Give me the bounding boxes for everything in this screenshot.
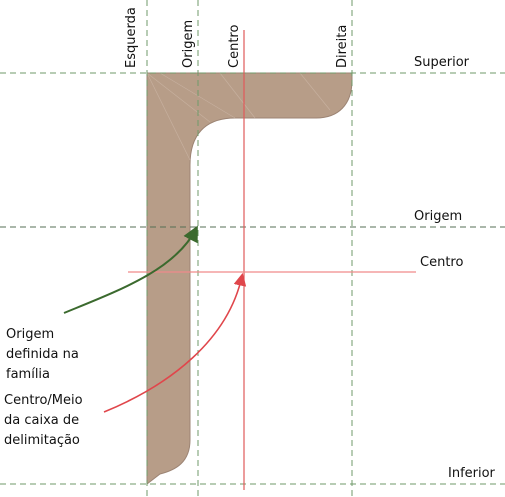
origin-arrow — [63, 225, 198, 314]
center-arrow — [103, 272, 247, 413]
label-esquerda: Esquerda — [124, 7, 139, 68]
origin-note-line-1: Origem — [6, 327, 54, 342]
label-direita: Direita — [335, 25, 350, 68]
label-centro-horizontal: Centro — [420, 255, 463, 270]
label-origem-horizontal: Origem — [414, 209, 462, 224]
center-note-line-1: Centro/Meio — [4, 393, 83, 408]
center-note-line-2: da caixa de — [4, 413, 79, 428]
label-centro-vertical: Centro — [227, 25, 242, 68]
origin-note-line-2: definida na — [6, 347, 79, 362]
origin-note-line-3: família — [6, 367, 50, 382]
label-inferior: Inferior — [448, 466, 496, 481]
label-superior: Superior — [414, 55, 470, 70]
center-note-line-3: delimitação — [4, 433, 80, 448]
label-origem-vertical: Origem — [181, 20, 196, 68]
